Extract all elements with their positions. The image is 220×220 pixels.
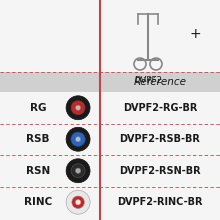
Circle shape: [66, 127, 90, 151]
Text: Référence: Référence: [134, 77, 187, 87]
Text: RG: RG: [30, 103, 46, 113]
Circle shape: [75, 168, 81, 173]
Circle shape: [75, 105, 81, 110]
Text: +: +: [189, 27, 201, 41]
Text: RINC: RINC: [24, 197, 52, 207]
Text: DVPF2-RSB-BR: DVPF2-RSB-BR: [120, 134, 200, 144]
FancyBboxPatch shape: [0, 72, 220, 92]
Circle shape: [71, 132, 85, 147]
Text: RSB: RSB: [26, 134, 50, 144]
Text: DVPF2-RINC-BR: DVPF2-RINC-BR: [117, 197, 203, 207]
Circle shape: [66, 159, 90, 183]
Circle shape: [71, 101, 85, 115]
Text: RSN: RSN: [26, 166, 50, 176]
Text: DVPF2: DVPF2: [134, 76, 162, 85]
Text: DVPF2-RSN-BR: DVPF2-RSN-BR: [119, 166, 201, 176]
Circle shape: [75, 137, 81, 142]
Circle shape: [75, 200, 81, 205]
Circle shape: [72, 196, 84, 209]
Circle shape: [66, 96, 90, 120]
Circle shape: [66, 190, 90, 214]
Circle shape: [71, 164, 85, 178]
Text: DVPF2-RG-BR: DVPF2-RG-BR: [123, 103, 197, 113]
